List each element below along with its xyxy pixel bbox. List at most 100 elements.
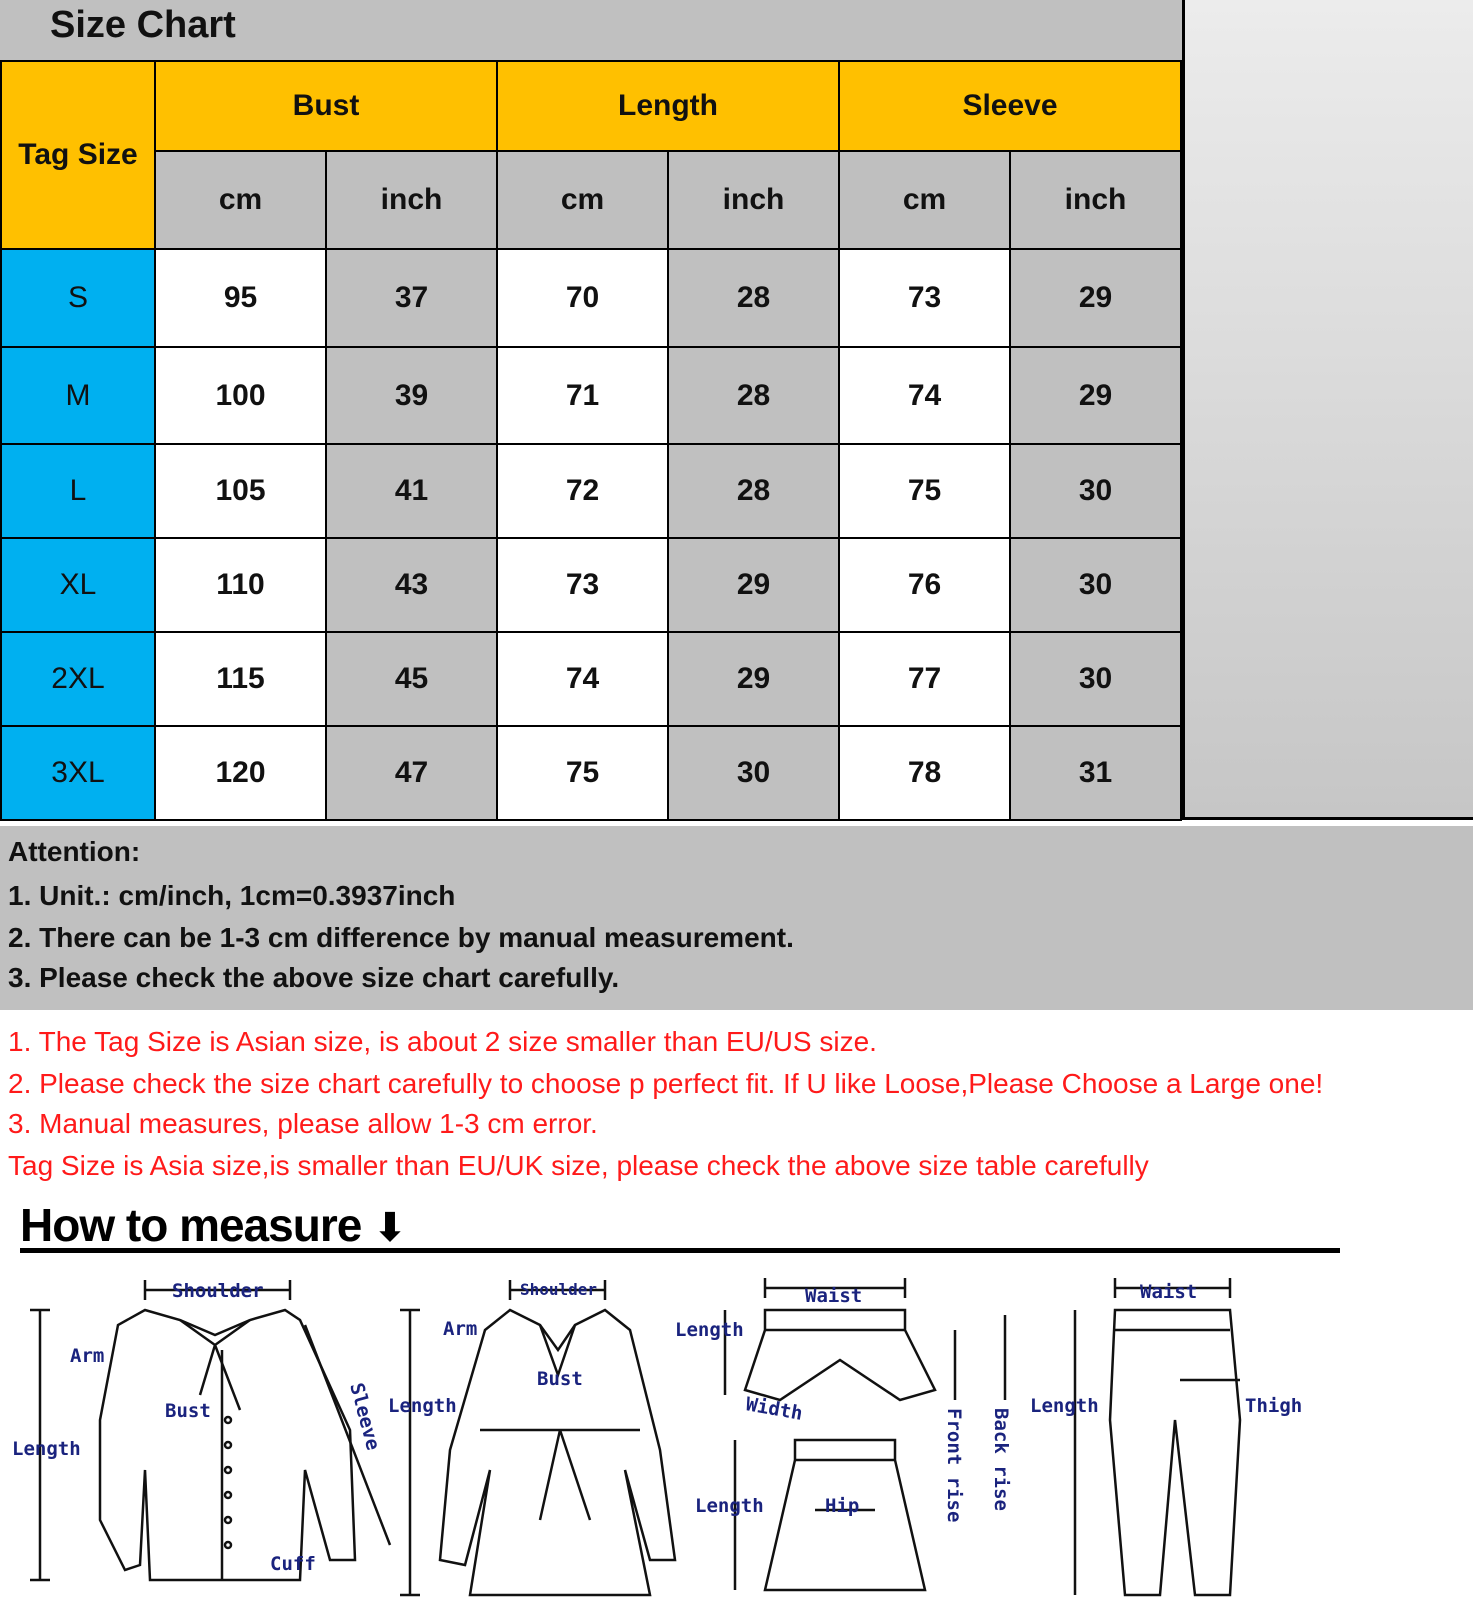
value-cell: 73 <box>838 248 1011 348</box>
group-header-row: Tag Size Bust Length Sleeve <box>0 60 1182 250</box>
value-cell: 29 <box>667 631 840 727</box>
tag-size-header: Tag Size <box>0 60 156 250</box>
value-cell: 75 <box>838 443 1011 539</box>
value-cell: 72 <box>496 443 669 539</box>
table-row: M 100 39 71 28 74 29 <box>0 346 1182 445</box>
value-cell: 30 <box>1009 443 1182 539</box>
group-header-sleeve: Sleeve <box>838 60 1182 152</box>
arrow-down-icon: ⬇ <box>373 1206 407 1250</box>
label-length: Length <box>675 1319 744 1341</box>
label-cuff: Cuff <box>270 1553 316 1575</box>
label-arm: Arm <box>70 1345 104 1367</box>
value-cell: 78 <box>838 725 1011 821</box>
label-width: Width <box>744 1393 804 1425</box>
value-cell: 37 <box>325 248 498 348</box>
label-bust: Bust <box>165 1400 211 1422</box>
measurement-labels: Shoulder Arm Bust Length Cuff Sleeve Sho… <box>12 1280 1302 1575</box>
value-cell: 75 <box>496 725 669 821</box>
table-row: XL 110 43 73 29 76 30 <box>0 537 1182 633</box>
value-cell: 39 <box>325 346 498 445</box>
note-line: Tag Size is Asia size,is smaller than EU… <box>8 1150 1149 1181</box>
label-front-rise: Front rise <box>943 1408 965 1522</box>
label-length: Length <box>695 1495 764 1517</box>
value-cell: 70 <box>496 248 669 348</box>
unit-header: cm <box>154 150 327 250</box>
value-cell: 30 <box>1009 537 1182 633</box>
value-cell: 29 <box>1009 248 1182 348</box>
value-cell: 74 <box>838 346 1011 445</box>
unit-header: cm <box>496 150 669 250</box>
label-thigh: Thigh <box>1245 1395 1302 1417</box>
value-cell: 77 <box>838 631 1011 727</box>
page-title: Size Chart <box>50 4 236 46</box>
size-cell: 3XL <box>0 725 156 821</box>
how-to-measure-heading: How to measure ⬇ <box>20 1198 407 1252</box>
attention-line: 2. There can be 1-3 cm difference by man… <box>8 922 794 953</box>
value-cell: 29 <box>1009 346 1182 445</box>
value-cell: 28 <box>667 443 840 539</box>
value-cell: 71 <box>496 346 669 445</box>
value-cell: 95 <box>154 248 327 348</box>
label-arm: Arm <box>443 1318 477 1340</box>
group-header-bust: Bust <box>154 60 498 152</box>
table-row: S 95 37 70 28 73 29 <box>0 248 1182 348</box>
note-line: 2. Please check the size chart carefully… <box>8 1068 1324 1099</box>
value-cell: 41 <box>325 443 498 539</box>
value-cell: 115 <box>154 631 327 727</box>
title-band: Size Chart <box>0 0 1182 60</box>
size-cell: S <box>0 248 156 348</box>
value-cell: 30 <box>667 725 840 821</box>
unit-header: inch <box>667 150 840 250</box>
label-shoulder: Shoulder <box>172 1280 264 1302</box>
attention-heading: Attention: <box>8 836 141 867</box>
value-cell: 105 <box>154 443 327 539</box>
label-waist: Waist <box>805 1285 862 1307</box>
value-cell: 74 <box>496 631 669 727</box>
table-row: 3XL 120 47 75 30 78 31 <box>0 725 1182 821</box>
value-cell: 31 <box>1009 725 1182 821</box>
size-cell: L <box>0 443 156 539</box>
size-cell: M <box>0 346 156 445</box>
note-line: 1. The Tag Size is Asian size, is about … <box>8 1026 877 1057</box>
side-panel <box>1182 0 1473 820</box>
value-cell: 76 <box>838 537 1011 633</box>
label-shoulder: Shoulder <box>520 1280 597 1299</box>
divider <box>20 1248 1340 1253</box>
label-length: Length <box>1030 1395 1099 1417</box>
skirt-illustration <box>733 1438 927 1592</box>
pants-illustration <box>1073 1278 1242 1597</box>
label-bust: Bust <box>537 1368 583 1390</box>
note-line: 3. Manual measures, please allow 1-3 cm … <box>8 1108 598 1139</box>
value-cell: 100 <box>154 346 327 445</box>
attention-section: Attention: 1. Unit.: cm/inch, 1cm=0.3937… <box>0 826 1473 1010</box>
unit-header: inch <box>325 150 498 250</box>
shirt-illustration <box>30 1280 392 1582</box>
value-cell: 120 <box>154 725 327 821</box>
shorts-illustration <box>723 1278 1007 1402</box>
how-to-measure-title: How to measure <box>20 1199 362 1251</box>
value-cell: 45 <box>325 631 498 727</box>
unit-header-row: cm inch cm inch cm inch <box>1 150 1182 250</box>
value-cell: 110 <box>154 537 327 633</box>
value-cell: 28 <box>667 346 840 445</box>
group-header-length: Length <box>496 60 840 152</box>
measurement-diagrams: Shoulder Arm Bust Length Cuff Sleeve Sho… <box>12 1278 1302 1597</box>
table-row: L 105 41 72 28 75 30 <box>0 443 1182 539</box>
value-cell: 43 <box>325 537 498 633</box>
size-table: Tag Size Bust Length Sleeve cm inch cm i… <box>0 60 1182 821</box>
value-cell: 30 <box>1009 631 1182 727</box>
size-cell: XL <box>0 537 156 633</box>
label-length: Length <box>388 1395 457 1417</box>
label-hip: Hip <box>825 1495 859 1517</box>
unit-header: cm <box>838 150 1011 250</box>
value-cell: 28 <box>667 248 840 348</box>
attention-line: 1. Unit.: cm/inch, 1cm=0.3937inch <box>8 880 456 911</box>
value-cell: 73 <box>496 537 669 633</box>
label-length: Length <box>12 1438 81 1460</box>
label-back-rise: Back rise <box>990 1408 1012 1511</box>
unit-header: inch <box>1009 150 1182 250</box>
coat-illustration <box>400 1280 677 1597</box>
attention-line: 3. Please check the above size chart car… <box>8 962 620 993</box>
table-row: 2XL 115 45 74 29 77 30 <box>0 631 1182 727</box>
size-cell: 2XL <box>0 631 156 727</box>
